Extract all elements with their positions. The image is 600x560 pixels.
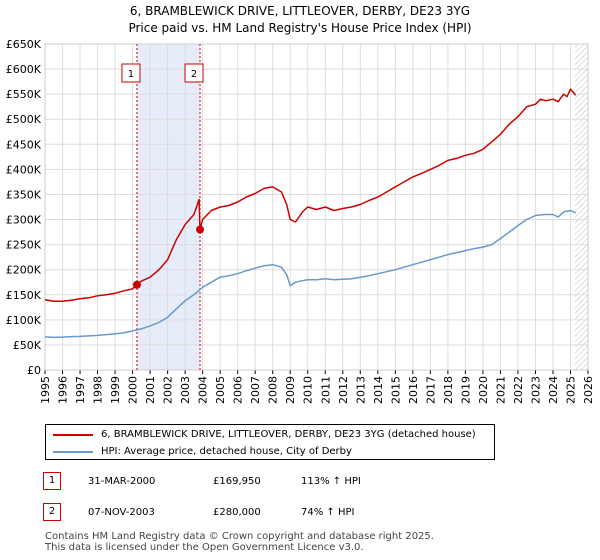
transaction-badge-2: 2	[43, 503, 61, 521]
x-tick-label: 1996	[57, 376, 70, 404]
y-tick-label: £350K	[6, 188, 42, 201]
x-tick-label: 2015	[389, 376, 402, 404]
sale-point-2	[196, 225, 205, 234]
x-tick-label: 2023	[529, 376, 542, 404]
transaction-date-1: 31-MAR-2000	[88, 476, 156, 487]
chart-title-line-2: Price paid vs. HM Land Registry's House …	[128, 21, 472, 35]
x-tick-label: 2002	[162, 376, 175, 404]
x-tick-label: 2005	[214, 376, 227, 404]
x-tick-label: 1999	[109, 376, 122, 404]
x-tick-label: 2001	[144, 376, 157, 404]
hpi-line	[44, 209, 577, 339]
legend-swatch-hpi	[53, 451, 93, 453]
footer-line-1: Contains HM Land Registry data © Crown c…	[45, 531, 434, 542]
footer-line-2: This data is licensed under the Open Gov…	[45, 542, 364, 553]
transaction-badge-1: 1	[43, 472, 61, 490]
x-tick-label: 2013	[354, 376, 367, 404]
sale-point-1	[132, 280, 141, 289]
x-tick-label: 2025	[564, 376, 577, 404]
y-tick-label: £250K	[6, 239, 42, 252]
x-tick-label: 2009	[284, 376, 297, 404]
y-tick-label: £200K	[6, 264, 42, 277]
x-tick-label: 2008	[267, 376, 280, 404]
y-tick-label: £100K	[6, 314, 42, 327]
legend-label-hpi: HPI: Average price, detached house, City…	[101, 446, 352, 457]
x-tick-label: 2016	[407, 376, 420, 404]
y-tick-label: £600K	[6, 63, 42, 76]
x-tick-label: 1998	[92, 376, 105, 404]
chart-title-line-1: 6, BRAMBLEWICK DRIVE, LITTLEOVER, DERBY,…	[129, 4, 471, 18]
y-tick-label: £400K	[6, 163, 42, 176]
x-tick-label: 2014	[372, 376, 385, 404]
y-tick-label: £650K	[6, 38, 42, 51]
x-tick-label: 2000	[127, 376, 140, 404]
x-tick-label: 2018	[442, 376, 455, 404]
price-chart: £0 £50K £100K £150K £200K £250K £300K £350K £400…	[6, 38, 595, 404]
x-tick-label: 2017	[424, 376, 437, 404]
y-tick-label: £150K	[6, 289, 42, 302]
x-tick-label: 2020	[477, 376, 490, 404]
x-tick-label: 2010	[302, 376, 315, 404]
x-tick-label: 2019	[459, 376, 472, 404]
x-tick-label: 1997	[74, 376, 87, 404]
transaction-price-2: £280,000	[213, 507, 261, 518]
y-tick-label: £450K	[6, 138, 42, 151]
future-hatch	[574, 44, 588, 370]
y-tick-label: £50K	[13, 339, 42, 352]
sale-label-box-2	[184, 63, 204, 83]
transaction-hpi-1: 113% ↑ HPI	[301, 476, 361, 487]
y-tick-label: £550K	[6, 88, 42, 101]
x-tick-label: 2003	[179, 376, 192, 404]
sale-label-2: 2	[191, 69, 197, 80]
ownership-shade	[136, 44, 201, 370]
y-tick-label: £500K	[6, 113, 42, 126]
y-tick-label: £0	[27, 364, 41, 377]
footer: Contains HM Land Registry data © Crown c…	[45, 531, 434, 553]
plot-area	[45, 44, 588, 370]
legend: 6, BRAMBLEWICK DRIVE, LITTLEOVER, DERBY,…	[45, 424, 495, 460]
x-tick-label: 2006	[232, 376, 245, 404]
transaction-price-1: £169,950	[213, 476, 261, 487]
x-tick-label: 1995	[39, 376, 52, 404]
y-tick-label: £300K	[6, 214, 42, 227]
x-tick-label: 2021	[494, 376, 507, 404]
legend-swatch-property	[53, 434, 93, 436]
x-tick-label: 2026	[582, 376, 595, 404]
x-tick-label: 2024	[547, 376, 560, 404]
plot-frame	[44, 43, 589, 371]
x-tick-label: 2007	[249, 376, 262, 404]
x-tick-label: 2012	[337, 376, 350, 404]
legend-label-property: 6, BRAMBLEWICK DRIVE, LITTLEOVER, DERBY,…	[101, 429, 476, 440]
sale-label-box-1	[121, 63, 141, 83]
x-tick-label: 2022	[512, 376, 525, 404]
transaction-date-2: 07-NOV-2003	[88, 507, 155, 518]
x-tick-label: 2004	[197, 376, 210, 404]
x-tick-label: 2011	[319, 376, 332, 404]
transaction-hpi-2: 74% ↑ HPI	[301, 507, 355, 518]
sale-label-1: 1	[128, 69, 134, 80]
chart-title: 6, BRAMBLEWICK DRIVE, LITTLEOVER, DERBY,…	[0, 3, 600, 37]
